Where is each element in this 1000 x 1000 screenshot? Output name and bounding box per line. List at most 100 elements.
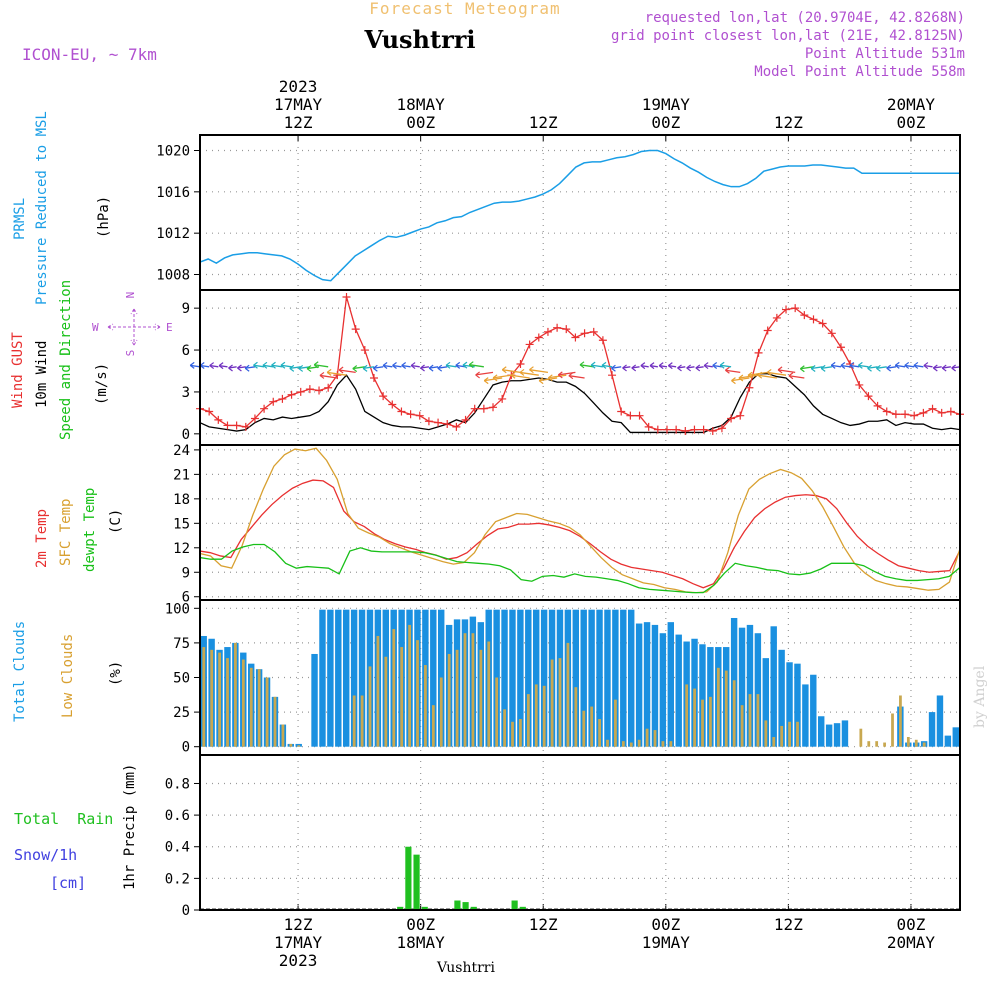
- gust-point: [800, 311, 809, 320]
- gust-point: [782, 305, 791, 314]
- low-clouds-bar: [867, 741, 871, 747]
- top-axis-label: 19MAY: [642, 95, 691, 114]
- top-axis-label: 17MAY: [274, 95, 323, 114]
- gust-point: [662, 425, 671, 434]
- low-clouds-bar: [629, 742, 633, 747]
- gust-point: [901, 410, 910, 419]
- gust-point: [214, 415, 223, 424]
- wind-arrowhead: [799, 365, 805, 373]
- gust-point: [260, 404, 269, 413]
- gust-point: [772, 313, 781, 322]
- gust-point: [809, 315, 818, 324]
- y-tick-label: 6: [182, 343, 190, 359]
- precip-panel: 0 0.2 0.4 0.6 0.8: [165, 754, 961, 919]
- total-clouds-bar: [786, 662, 793, 747]
- low-clouds-bar: [788, 721, 791, 747]
- wind-arrow: [411, 364, 420, 368]
- low-clouds-bar: [542, 685, 546, 747]
- wind-arrowhead: [731, 377, 736, 385]
- wind-arrowhead: [695, 364, 701, 372]
- low-clouds-bar: [891, 713, 894, 747]
- low-clouds-bar: [352, 695, 356, 747]
- place-title: Vushtrri: [364, 25, 476, 54]
- wind-arrow: [420, 366, 430, 369]
- wind-arrowhead: [228, 364, 233, 372]
- total-clouds-bar: [343, 609, 350, 747]
- low-clouds-bar: [566, 642, 570, 747]
- total-clouds-bar: [651, 624, 659, 747]
- low-clouds-bar: [202, 647, 206, 747]
- gust-point: [644, 422, 653, 431]
- gust-point: [727, 414, 736, 423]
- total-clouds-bar: [818, 716, 825, 747]
- wind-arrowhead: [319, 371, 325, 379]
- wind-arrow: [280, 364, 292, 368]
- wind-arrow: [568, 375, 585, 379]
- wind-arrowhead: [237, 364, 242, 372]
- wind-arrow: [362, 366, 375, 370]
- wind-arrow: [271, 364, 283, 368]
- wind-arrow: [228, 366, 237, 369]
- top-axis-label: 12Z: [529, 113, 558, 132]
- wind-arrow: [886, 366, 896, 369]
- gust-point: [534, 333, 543, 342]
- gust-point: [360, 346, 369, 355]
- low-clouds-bar: [701, 699, 704, 747]
- rain-bar: [405, 846, 412, 910]
- gust-point: [470, 404, 479, 413]
- gust-point: [754, 348, 763, 357]
- wind10m-series-line: [199, 373, 961, 434]
- total-clouds-bar: [596, 609, 603, 747]
- wind-arrowhead: [262, 361, 268, 369]
- wind-arrowhead: [289, 364, 295, 372]
- y-tick-label: 18: [173, 492, 190, 508]
- wind-arrow: [867, 366, 878, 369]
- gust-point: [287, 390, 296, 399]
- wind-arrowhead: [686, 364, 692, 372]
- total-clouds-bar: [635, 623, 643, 747]
- wind-arrowhead: [738, 374, 744, 382]
- wind-arrowhead: [352, 365, 358, 373]
- footer-place: Vushtrri: [436, 960, 495, 976]
- wind-arrow: [659, 365, 668, 368]
- y-tick-label: 21: [173, 467, 190, 483]
- gust-point: [324, 383, 333, 392]
- wind-arrowhead: [510, 371, 516, 379]
- wind-arrow: [373, 366, 384, 369]
- clouds-panel: 0 25 50 75 100: [165, 599, 961, 756]
- wind-arrowhead: [529, 366, 534, 374]
- low-clouds-bar: [249, 667, 253, 747]
- y-tick-label: 0.4: [165, 840, 190, 856]
- wind-arrow: [777, 369, 796, 374]
- wind-arrowhead: [712, 361, 718, 369]
- wind-arrowhead: [725, 366, 730, 374]
- total-clouds-bar: [628, 609, 635, 747]
- wind-arrowhead: [306, 365, 312, 373]
- total-clouds-bar: [525, 609, 532, 747]
- total-clouds-bar: [588, 609, 595, 747]
- low-clouds-bar: [503, 709, 506, 747]
- rain-bar: [519, 906, 526, 910]
- total-clouds-bar: [675, 634, 682, 747]
- y-tick-label: 50: [173, 671, 190, 687]
- gust-point: [250, 414, 259, 423]
- gust-point: [351, 325, 360, 334]
- low-clouds-bar: [297, 745, 301, 747]
- low-clouds-bar: [883, 742, 886, 747]
- low-clouds-bar: [598, 719, 601, 747]
- gust-point: [910, 411, 919, 420]
- wind-arrowhead: [189, 361, 195, 369]
- low-clouds-bar: [590, 706, 594, 747]
- gust-point: [562, 325, 571, 334]
- gust-point: [919, 408, 928, 417]
- gust-point: [479, 404, 488, 413]
- wind-arrowhead: [338, 366, 344, 374]
- low-clouds-bar: [653, 730, 657, 747]
- low-clouds-bar: [534, 684, 538, 747]
- low-clouds-bar: [447, 653, 451, 747]
- low-clouds-bar: [756, 694, 760, 747]
- rain-bar: [511, 900, 518, 910]
- gust-point: [424, 417, 433, 426]
- wind-arrow: [876, 366, 887, 369]
- gust-point: [342, 292, 351, 301]
